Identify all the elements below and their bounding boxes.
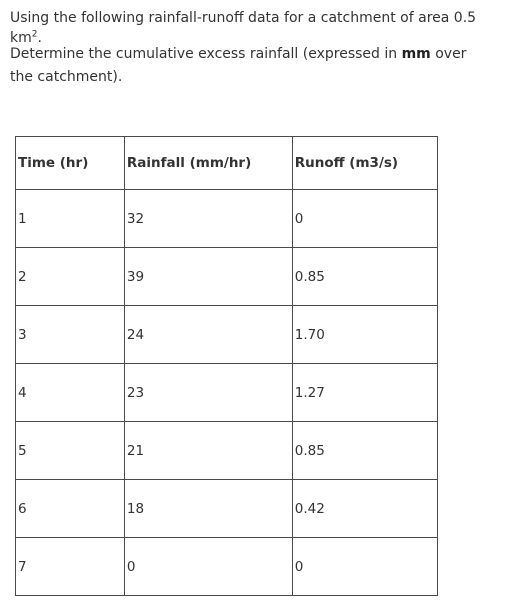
cell-runoff: 0.42 xyxy=(291,479,439,538)
intro-end: . xyxy=(37,30,42,46)
table-row: 4 23 1.27 xyxy=(15,363,439,422)
cell-rainfall: 0 xyxy=(123,537,293,596)
header-time: Time (hr) xyxy=(15,136,125,190)
cell-rainfall: 18 xyxy=(123,479,293,538)
area-exponent: 2 xyxy=(31,29,38,40)
intro-text: Using the following rainfall-runoff data… xyxy=(10,8,505,48)
question-bold-unit: mm xyxy=(401,46,431,62)
question-before: Determine the cumulative excess rainfall… xyxy=(10,46,402,62)
question-after: over the catchment). xyxy=(10,46,467,85)
header-runoff: Runoff (m3/s) xyxy=(291,136,439,190)
cell-rainfall: 24 xyxy=(123,305,293,364)
cell-runoff: 0.85 xyxy=(291,421,439,480)
cell-runoff: 0 xyxy=(291,189,439,248)
table-row: 5 21 0.85 xyxy=(15,421,439,480)
table-row: 6 18 0.42 xyxy=(15,479,439,538)
cell-time: 6 xyxy=(15,479,125,538)
cell-time: 7 xyxy=(15,537,125,596)
cell-time: 1 xyxy=(15,189,125,248)
cell-time: 2 xyxy=(15,247,125,306)
cell-rainfall: 23 xyxy=(123,363,293,422)
table-row: 3 24 1.70 xyxy=(15,305,439,364)
cell-time: 4 xyxy=(15,363,125,422)
rainfall-runoff-table: Time (hr) Rainfall (mm/hr) Runoff (m3/s)… xyxy=(15,136,439,596)
cell-runoff: 1.70 xyxy=(291,305,439,364)
header-rainfall: Rainfall (mm/hr) xyxy=(123,136,293,190)
table-row: 1 32 0 xyxy=(15,189,439,248)
cell-rainfall: 32 xyxy=(123,189,293,248)
cell-time: 3 xyxy=(15,305,125,364)
cell-rainfall: 21 xyxy=(123,421,293,480)
cell-rainfall: 39 xyxy=(123,247,293,306)
cell-time: 5 xyxy=(15,421,125,480)
question-text: Determine the cumulative excess rainfall… xyxy=(10,43,490,89)
cell-runoff: 0.85 xyxy=(291,247,439,306)
table-row: 7 0 0 xyxy=(15,537,439,596)
intro-main: Using the following rainfall-runoff data… xyxy=(10,10,477,46)
cell-runoff: 1.27 xyxy=(291,363,439,422)
table-header-row: Time (hr) Rainfall (mm/hr) Runoff (m3/s) xyxy=(15,136,439,190)
cell-runoff: 0 xyxy=(291,537,439,596)
table-row: 2 39 0.85 xyxy=(15,247,439,306)
